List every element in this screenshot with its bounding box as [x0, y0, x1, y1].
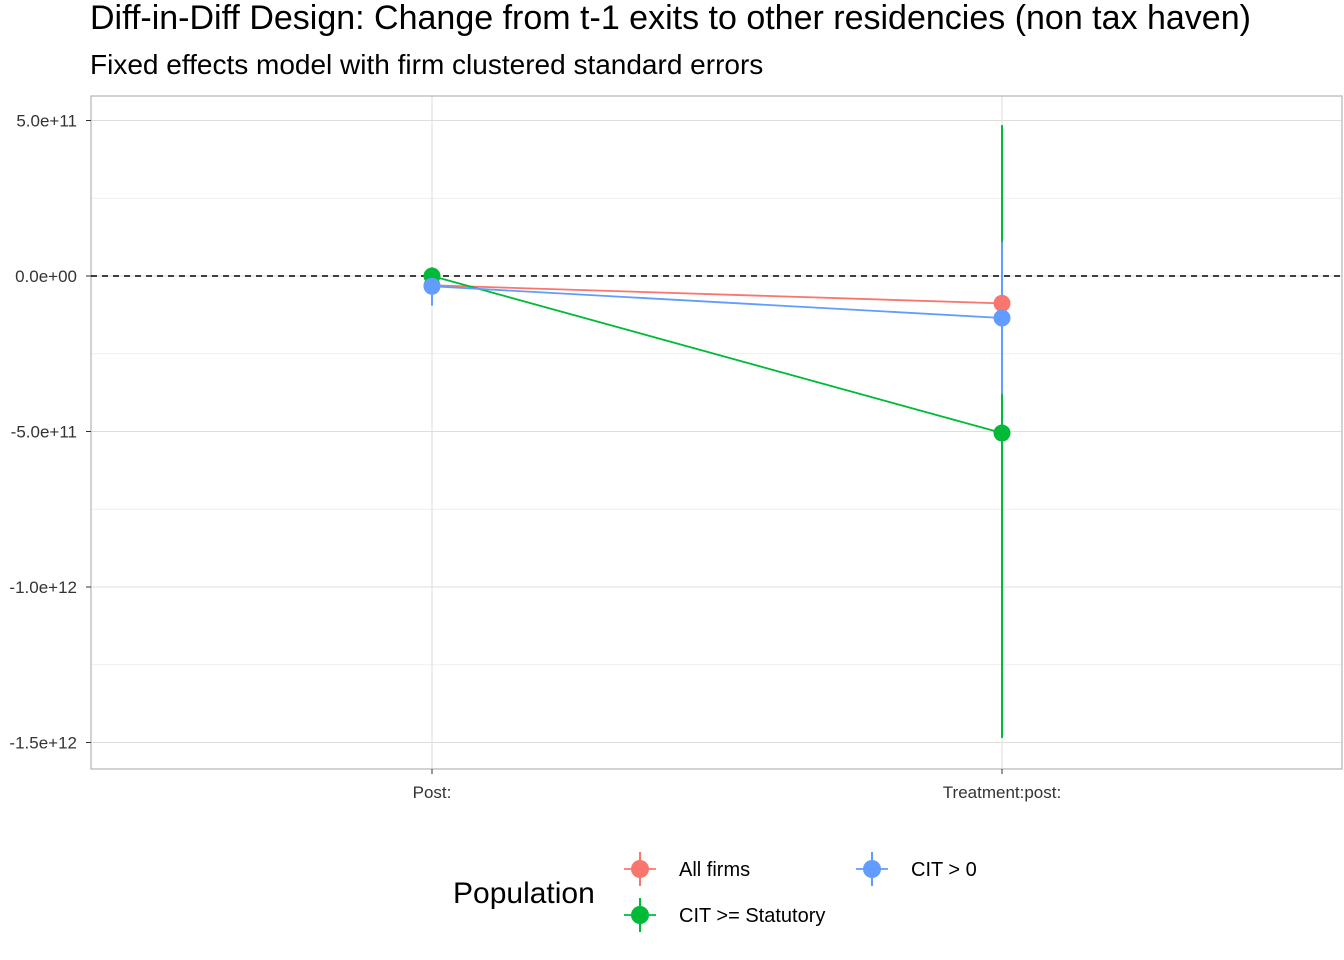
- chart-subtitle: Fixed effects model with firm clustered …: [90, 49, 763, 80]
- y-axis: 5.0e+11 0.0e+00 -5.0e+11 -1.0e+12 -1.5e+12: [9, 112, 91, 753]
- plot-panel-border: [90, 95, 1343, 770]
- chart-title: Diff-in-Diff Design: Change from t-1 exi…: [90, 0, 1251, 37]
- legend-item-1: CIT >= Statutory: [624, 898, 825, 932]
- legend-title: Population: [453, 877, 595, 910]
- y-tick-label: -5.0e+11: [11, 423, 77, 442]
- y-tick-label: -1.5e+12: [9, 734, 77, 753]
- series-line: [431, 285, 1003, 319]
- series-points-2: [423, 277, 1011, 327]
- legend-label: CIT >= Statutory: [679, 905, 825, 927]
- y-tick-label: -1.0e+12: [9, 578, 77, 597]
- data-point: [993, 424, 1011, 442]
- legend-items: All firms CIT >= Statutory CIT > 0: [624, 852, 977, 932]
- series-group: [423, 125, 1011, 738]
- data-point: [993, 309, 1011, 327]
- x-tick-label: Post:: [413, 783, 452, 802]
- legend: Population All firms CIT >= Statutory CIT …: [453, 852, 977, 932]
- legend-item-0: All firms: [624, 852, 750, 886]
- legend-key-point: [863, 860, 881, 878]
- x-axis: Post: Treatment:post:: [413, 769, 1061, 802]
- series-line: [431, 284, 1003, 305]
- legend-label: CIT > 0: [911, 859, 977, 881]
- grid-lines: [91, 96, 1342, 769]
- series-line: [431, 275, 1003, 434]
- legend-label: All firms: [679, 859, 750, 881]
- legend-key-point: [631, 860, 649, 878]
- data-point: [993, 294, 1011, 312]
- y-tick-label: 0.0e+00: [15, 267, 77, 286]
- legend-item-2: CIT > 0: [856, 852, 977, 886]
- y-tick-label: 5.0e+11: [16, 112, 77, 131]
- legend-key-point: [631, 906, 649, 924]
- series-2: [431, 241, 1003, 395]
- x-tick-label: Treatment:post:: [943, 783, 1061, 802]
- data-point: [423, 277, 441, 295]
